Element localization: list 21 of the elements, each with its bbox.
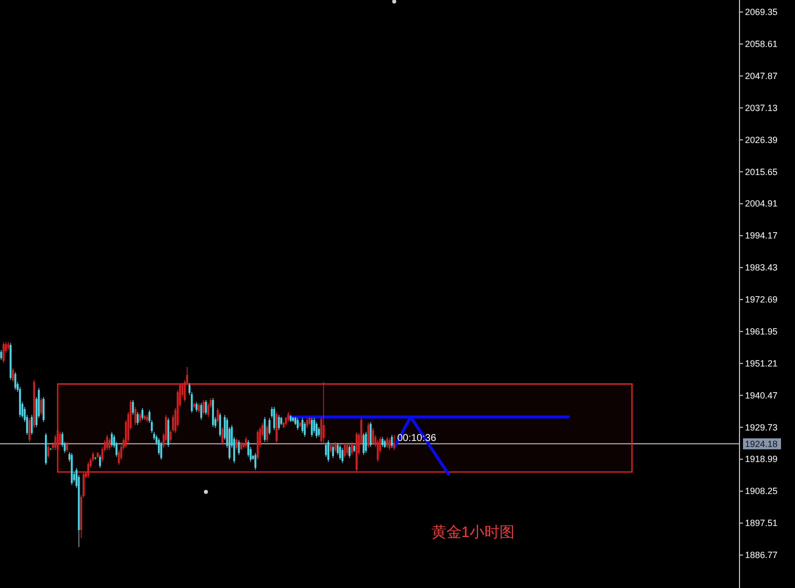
ref-line-label: 1924.18 <box>745 438 778 449</box>
y-tick-label: 2069.35 <box>745 7 778 18</box>
y-tick-label: 1983.43 <box>745 262 778 273</box>
y-tick-label: 2047.87 <box>745 70 778 81</box>
y-tick-label: 2015.65 <box>745 166 778 177</box>
y-tick-label: 2026.39 <box>745 134 778 145</box>
y-tick-label: 1897.51 <box>745 518 778 528</box>
ref-label: 1924.18 <box>743 438 781 450</box>
title: 黄金1小时图 <box>431 524 515 541</box>
y-tick-label: 1994.17 <box>745 230 778 241</box>
y-tick-label: 1929.73 <box>745 422 778 432</box>
y-tick-label: 1951.21 <box>745 358 778 368</box>
y-tick-label: 1886.77 <box>745 550 778 560</box>
y-tick-label: 2037.13 <box>745 102 778 113</box>
y-tick-label: 1972.69 <box>745 294 778 305</box>
y-tick-label: 1961.95 <box>745 326 778 336</box>
y-tick-label: 1940.47 <box>745 390 778 400</box>
y-tick-label: 2058.61 <box>745 38 778 49</box>
y-tick-label: 1918.99 <box>745 454 778 464</box>
y-tick-label: 1908.25 <box>745 486 778 496</box>
y-tick-label: 2004.91 <box>745 198 778 209</box>
